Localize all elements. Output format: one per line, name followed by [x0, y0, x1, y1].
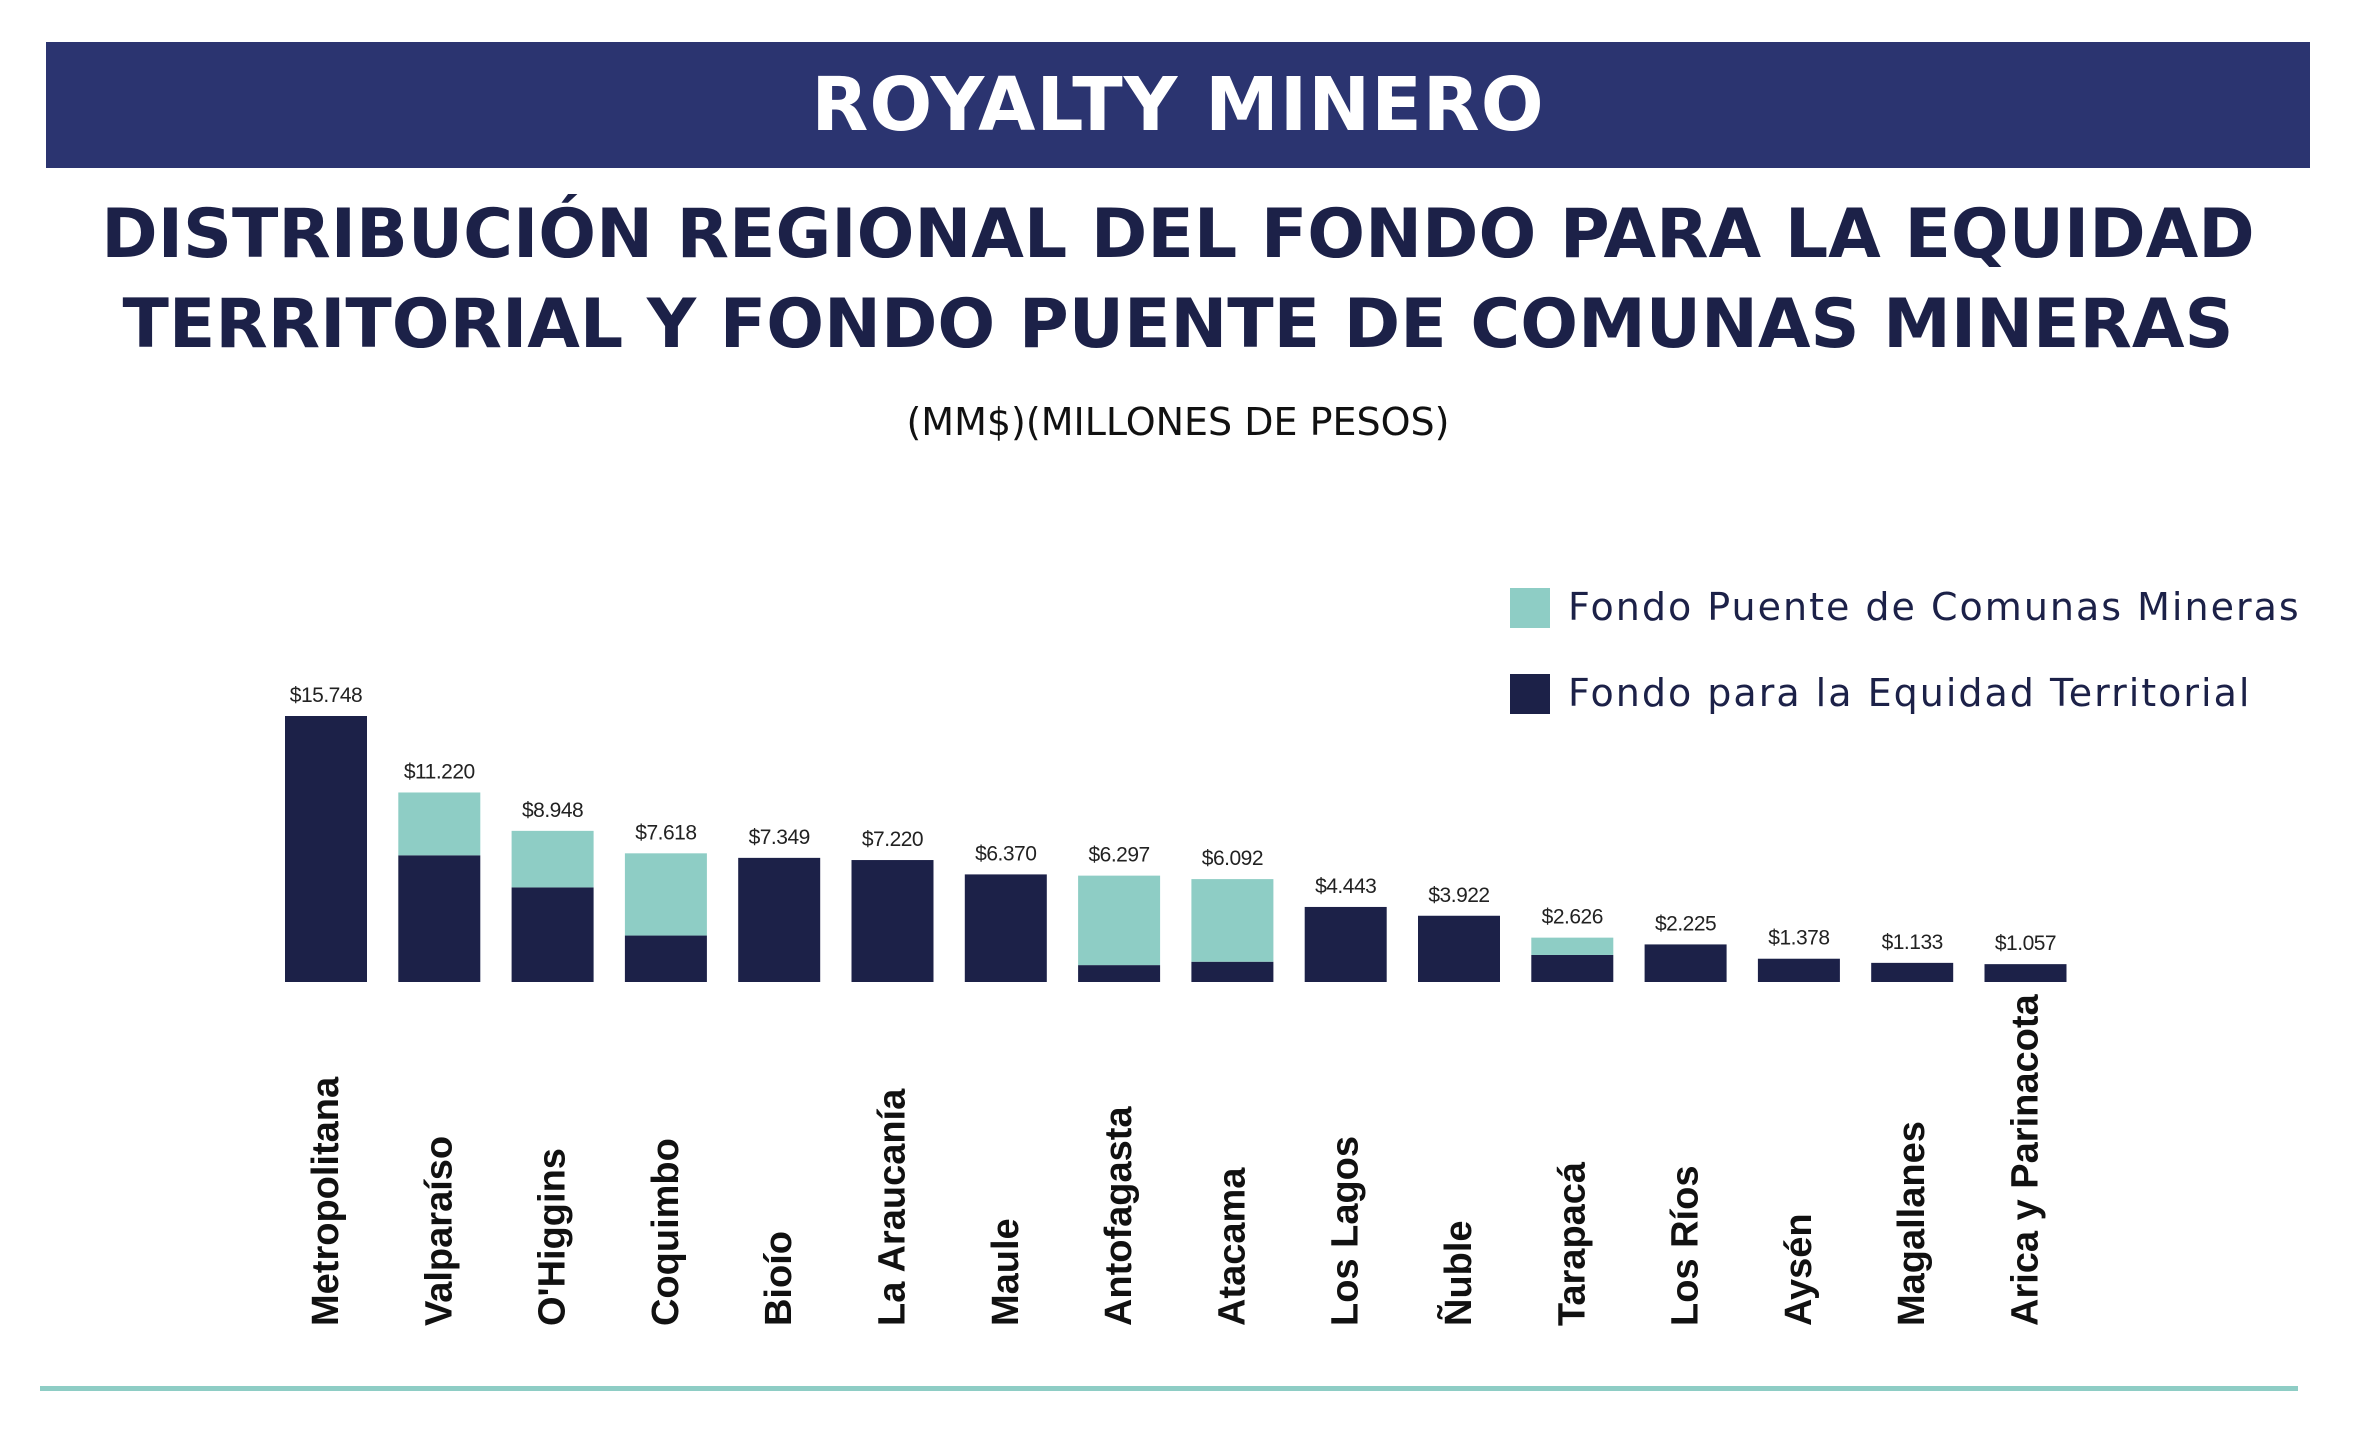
bar-total-label: $7.618	[635, 821, 696, 844]
bar-equidad-4	[738, 857, 821, 982]
category-label: Atacama	[1211, 1167, 1253, 1326]
bar-equidad-6	[964, 874, 1047, 982]
bar-total-label: $4.443	[1315, 875, 1376, 898]
chart-heading: DISTRIBUCIÓN REGIONAL DEL FONDO PARA LA …	[0, 190, 2356, 370]
category-label: Maule	[985, 1218, 1027, 1326]
bar-total-label: $11.220	[404, 760, 475, 783]
bar-equidad-11	[1531, 954, 1614, 982]
category-label: Bioío	[758, 1231, 800, 1326]
category-label: Magallanes	[1891, 1121, 1933, 1326]
bar-puente-8	[1191, 879, 1274, 962]
bar-equidad-10	[1418, 915, 1500, 982]
bar-equidad-14	[1871, 962, 1954, 982]
bar-equidad-12	[1644, 944, 1727, 982]
category-label: Valparaíso	[418, 1136, 460, 1326]
bar-total-label: $3.922	[1428, 884, 1489, 907]
bar-total-label: $2.626	[1542, 906, 1603, 929]
category-label: Arica y Parinacota	[2005, 994, 2047, 1326]
bar-equidad-1	[398, 855, 481, 982]
bar-equidad-2	[511, 887, 594, 982]
legend-label: Fondo para la Equidad Territorial	[1568, 671, 2251, 715]
category-label: Ñuble	[1436, 1220, 1480, 1326]
category-label: La Araucanía	[872, 1088, 914, 1326]
bar-total-label: $8.948	[522, 799, 583, 822]
bar-puente-1	[398, 792, 481, 856]
legend-swatch	[1510, 588, 1550, 628]
bar-total-label: $1.378	[1768, 927, 1829, 950]
bar-total-label: $6.370	[975, 842, 1036, 865]
bar-total-label: $7.220	[862, 828, 923, 851]
bar-equidad-3	[624, 935, 707, 982]
bar-total-label: $1.133	[1882, 931, 1943, 954]
bar-puente-3	[624, 853, 707, 936]
category-label: O'Higgins	[532, 1148, 574, 1326]
bar-total-label: $15.748	[290, 684, 362, 707]
bar-equidad-8	[1191, 961, 1274, 982]
chart-heading-line-1: DISTRIBUCIÓN REGIONAL DEL FONDO PARA LA …	[101, 195, 2255, 274]
bar-total-label: $7.349	[749, 826, 810, 849]
bar-equidad-5	[851, 860, 934, 982]
bar-puente-11	[1531, 937, 1614, 955]
chart-heading-line-2: TERRITORIAL Y FONDO PUENTE DE COMUNAS MI…	[122, 285, 2234, 364]
category-label: Metropolitana	[305, 1076, 347, 1326]
header-banner: ROYALTY MINERO	[46, 42, 2310, 168]
bar-equidad-15	[1984, 964, 2067, 982]
banner-title: ROYALTY MINERO	[811, 62, 1545, 148]
bar-equidad-13	[1757, 958, 1840, 982]
legend-swatch	[1510, 674, 1550, 714]
bar-total-label: $6.297	[1088, 844, 1149, 867]
bar-total-label: $2.225	[1655, 912, 1716, 935]
category-label: Aysén	[1778, 1213, 1820, 1326]
bar-puente-2	[511, 830, 594, 888]
bar-equidad-0	[285, 716, 367, 982]
category-label: Antofagasta	[1098, 1106, 1140, 1326]
bar-total-label: $6.092	[1202, 847, 1263, 870]
bar-equidad-9	[1304, 906, 1387, 982]
category-label: Coquimbo	[645, 1138, 687, 1326]
bottom-divider	[40, 1386, 2298, 1391]
bar-total-label: $1.057	[1995, 932, 2056, 955]
category-label: Los Ríos	[1665, 1166, 1707, 1326]
bar-puente-7	[1078, 875, 1161, 966]
category-label: Los Lagos	[1325, 1136, 1367, 1326]
legend-label: Fondo Puente de Comunas Mineras	[1568, 585, 2301, 629]
bar-equidad-7	[1078, 965, 1161, 982]
category-label: Tarapacá	[1551, 1161, 1593, 1326]
units-subtitle: (MM$)(MILLONES DE PESOS)	[906, 400, 1450, 444]
